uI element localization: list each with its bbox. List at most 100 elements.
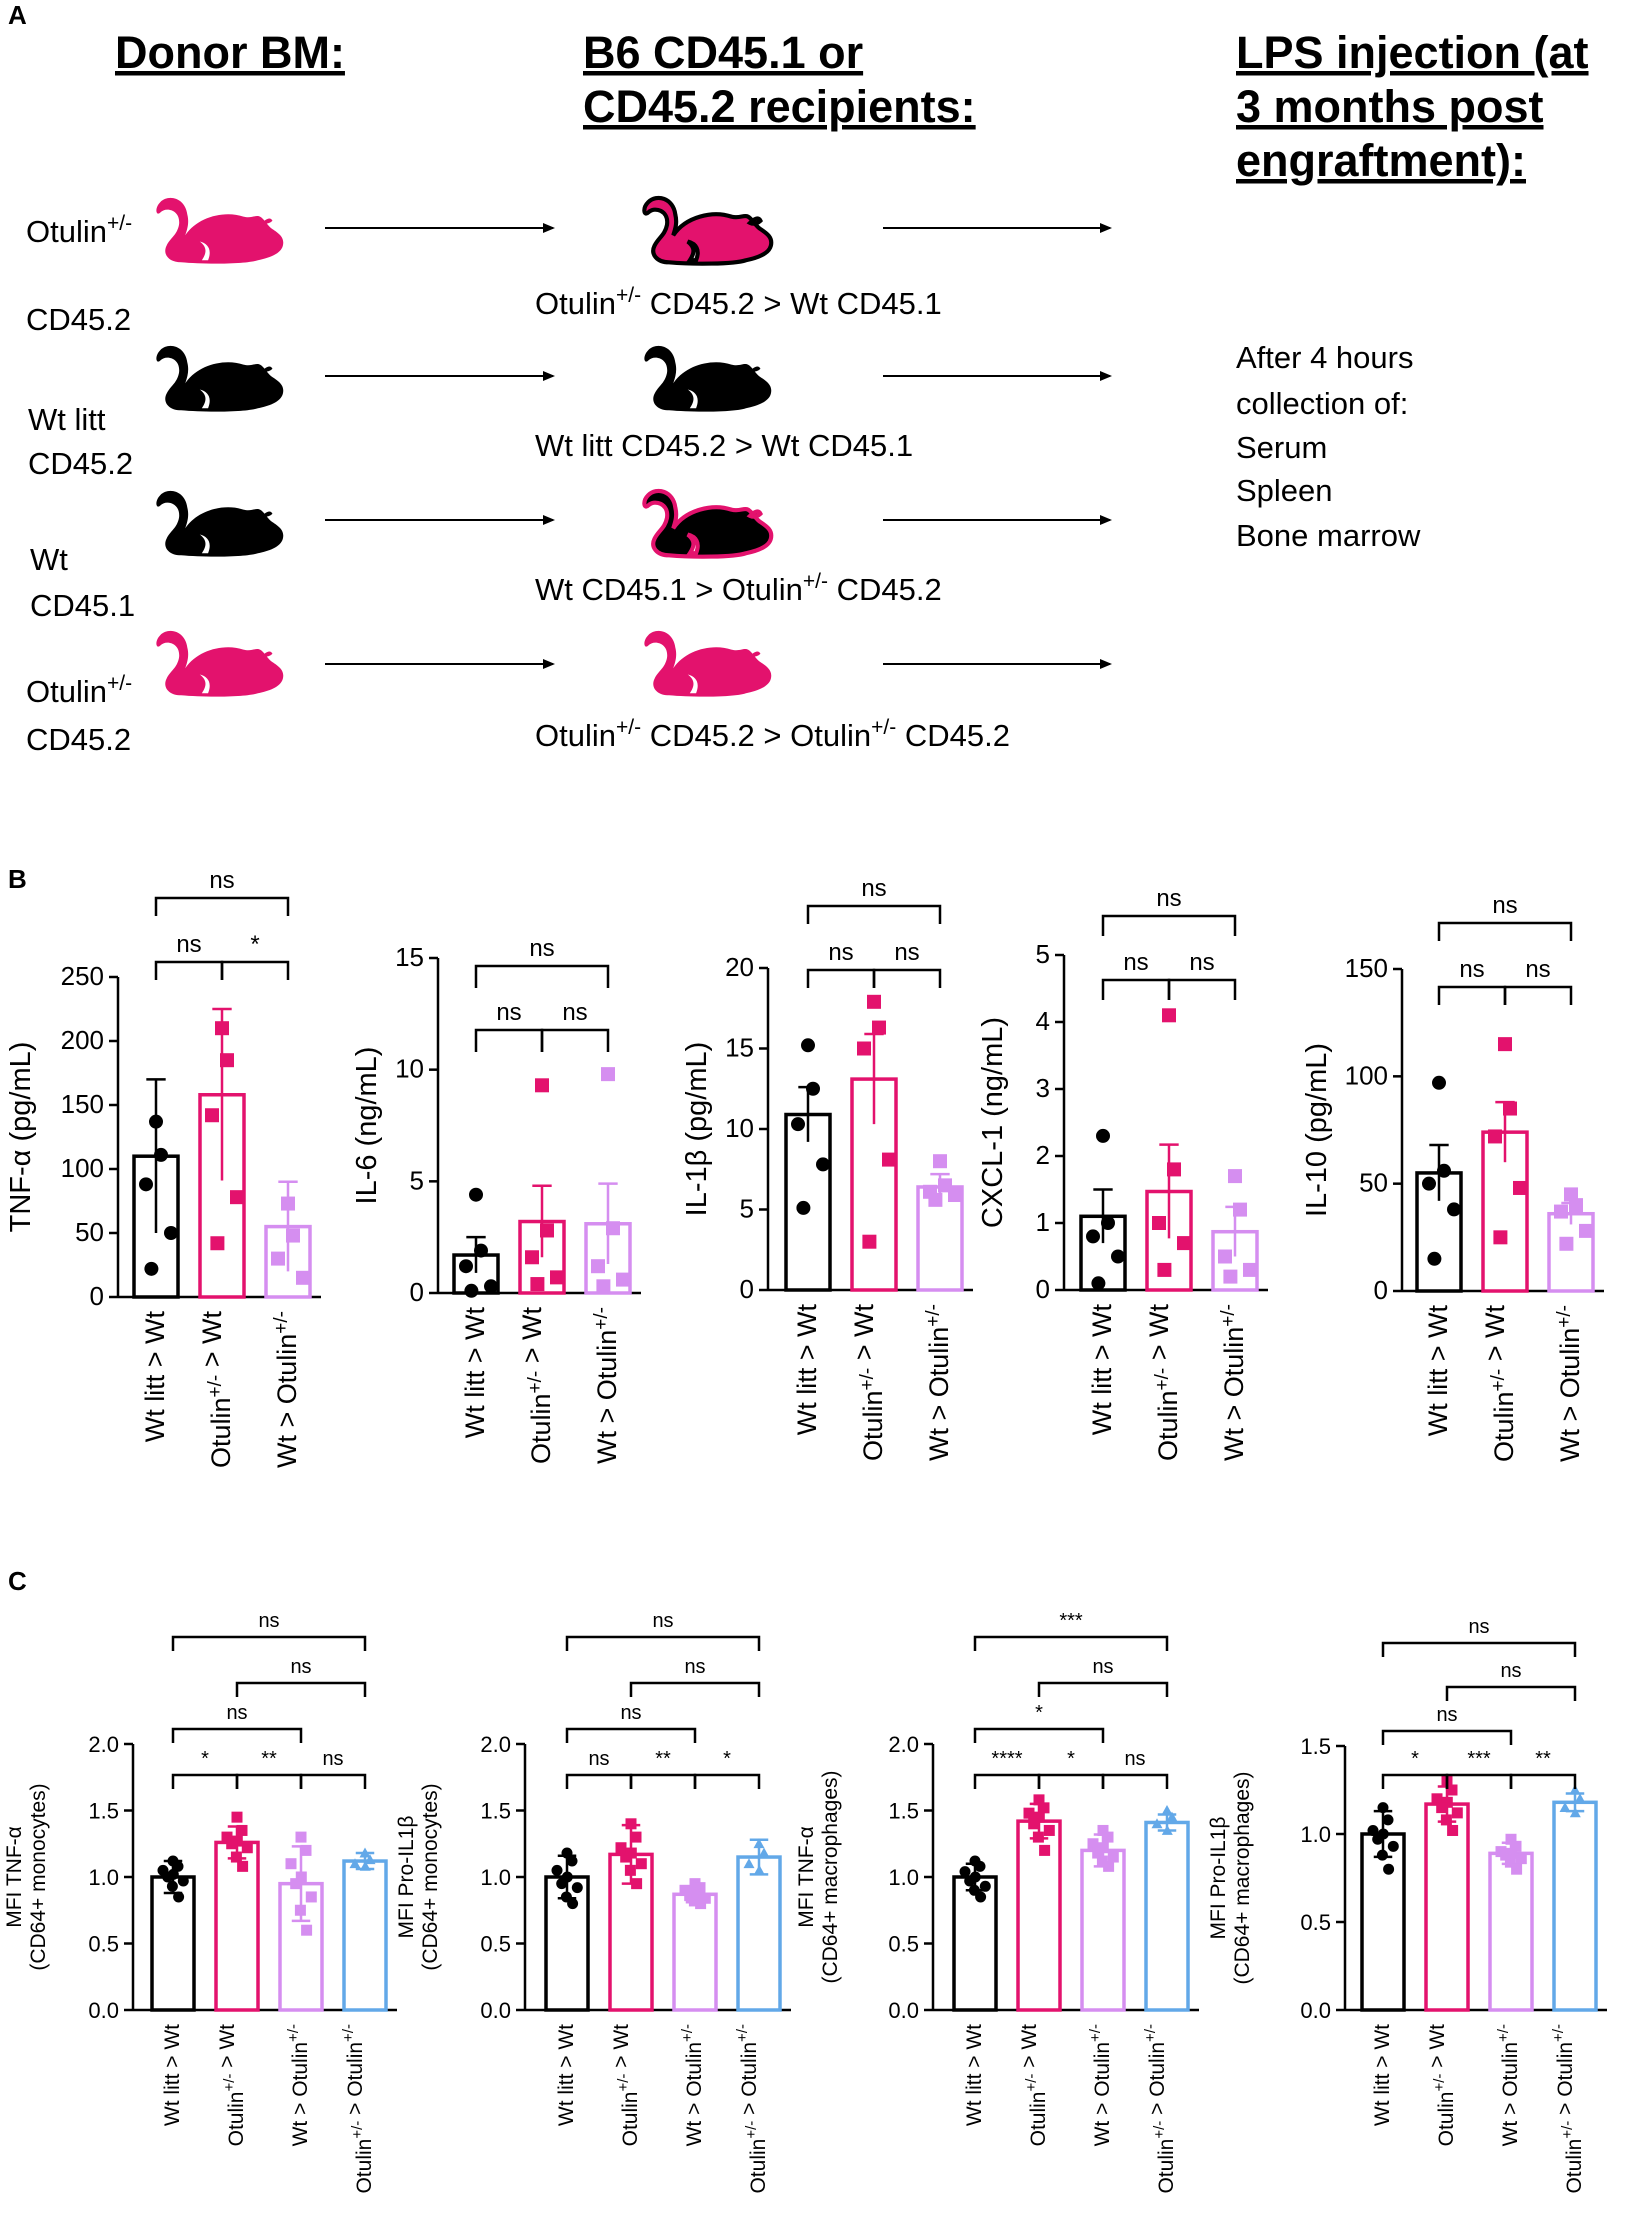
chart-5-sig-label-5: ns xyxy=(258,1610,279,1632)
chart-7-sig-bracket-3 xyxy=(973,1727,1105,1743)
chart-7-ylabel-line2: (CD64+ macrophages) xyxy=(819,1770,842,1983)
chart-2-sig-bracket-0 xyxy=(806,968,876,988)
chart-6-point-0-4 xyxy=(556,1878,568,1890)
chart-1-point-1-3 xyxy=(550,1270,564,1285)
chart-1-point-0-3 xyxy=(484,1279,498,1294)
chart-7-ytick-label: 1.0 xyxy=(888,1865,919,1890)
chart-1-ytick-label: 15 xyxy=(395,942,424,972)
chart-1-category-label-0: Wt litt > Wt xyxy=(460,1307,490,1439)
chart-7-point-1-3 xyxy=(1033,1811,1045,1823)
chart-2-point-2-4 xyxy=(928,1192,943,1207)
chart-5-sig-label-3: ns xyxy=(226,1702,247,1724)
chart-6-category-label-1: Otulin+/- > Wt xyxy=(610,2024,642,2147)
chart-8-sig-label-1: *** xyxy=(1467,1748,1491,1770)
chart-7-ytick-label: 0.5 xyxy=(888,1932,919,1957)
donor-label-3: Wt xyxy=(30,542,68,577)
chart-6-sig-label-2: * xyxy=(723,1748,731,1770)
chart-7-point-2-5 xyxy=(1107,1851,1119,1863)
chart-3-ytick-label: 3 xyxy=(1036,1073,1050,1103)
chart-3-ytick-label: 4 xyxy=(1036,1006,1050,1036)
chart-5-point-3-3 xyxy=(359,1860,371,1871)
chart-6-point-3-2 xyxy=(743,1858,755,1869)
chart-1-sig-bracket-2 xyxy=(474,964,610,988)
chart-3-category-label-2: Wt > Otulin+/- xyxy=(1218,1304,1249,1461)
chart-7-point-2-1 xyxy=(1102,1831,1114,1843)
chart-6-point-3-0 xyxy=(753,1838,765,1849)
chart-6-bar-3 xyxy=(736,1855,782,2012)
chart-6-point-1-7 xyxy=(631,1878,643,1890)
chart-7-bar-1 xyxy=(1016,1819,1062,2012)
chart-6-point-0-0 xyxy=(561,1847,573,1859)
chart-4-point-1-4 xyxy=(1493,1230,1508,1245)
chart-7-sig-bracket-1 xyxy=(1037,1773,1105,1789)
chart-4-sig-bracket-0 xyxy=(1437,985,1507,1005)
chart-3-sig-bracket-1 xyxy=(1167,978,1237,1000)
chart-6-point-0-1 xyxy=(566,1855,578,1867)
chart-7-sig-bracket-5 xyxy=(973,1635,1169,1651)
chart-1-point-2-4 xyxy=(596,1279,611,1294)
chart-8-point-0-5 xyxy=(1387,1840,1399,1852)
chart-7-sig-label-1: * xyxy=(1067,1748,1075,1770)
chart-6-point-0-7 xyxy=(567,1898,579,1910)
chart-0-ytick-label: 100 xyxy=(61,1153,104,1183)
chart-5-sig-label-1: ** xyxy=(261,1748,277,1770)
chart-5-ytick-label: 0.5 xyxy=(88,1932,119,1957)
donor-label-4: Otulin+/- xyxy=(26,672,132,709)
chart-3-sig-bracket-0 xyxy=(1101,978,1171,1000)
chart-7-category-label-2: Wt > Otulin+/- xyxy=(1087,2024,1114,2146)
chart-8-sig-bracket-0 xyxy=(1381,1773,1449,1789)
chart-7-point-2-4 xyxy=(1092,1847,1104,1859)
collection-line-5: Bone marrow xyxy=(1236,518,1421,553)
chart-3-point-1-4 xyxy=(1157,1262,1172,1277)
chart-1-sig-label-1: ns xyxy=(562,999,587,1026)
chart-2-point-2-3 xyxy=(948,1188,962,1203)
chart-6-ytick-label: 0.5 xyxy=(480,1932,511,1957)
chart-3-point-1-2 xyxy=(1152,1216,1166,1230)
chart-7-point-1-1 xyxy=(1038,1802,1050,1814)
chart-2-point-0-2 xyxy=(791,1117,805,1132)
chart-2-sig-bracket-1 xyxy=(872,968,942,988)
chart-2-ylabel: IL-1β (pg/mL) xyxy=(681,1042,713,1217)
chart-7-category-label-3: Otulin+/- > Otulin+/- xyxy=(1142,2024,1178,2194)
chart-5-point-1-2 xyxy=(221,1831,233,1843)
chart-0-point-1-0 xyxy=(215,1021,229,1036)
chart-7-bar-3 xyxy=(1144,1820,1190,2012)
chart-2-sig-bracket-2 xyxy=(806,904,942,924)
chart-4-sig-bracket-2 xyxy=(1437,921,1573,941)
chart-4-ytick-label: 50 xyxy=(1359,1168,1388,1198)
chart-5-ytick-label: 2.0 xyxy=(88,1732,119,1757)
chart-8-point-1-7 xyxy=(1447,1824,1459,1836)
donor-label-1-line2: CD45.2 xyxy=(26,302,131,337)
chart-3-point-0-3 xyxy=(1111,1249,1125,1264)
chart-7-sig-label-3: * xyxy=(1035,1702,1043,1724)
chart-0-point-0-3 xyxy=(164,1226,178,1240)
chart-0-sig-label-1: * xyxy=(250,931,259,958)
chart-6-sig-bracket-4 xyxy=(629,1681,761,1697)
chart-3-ytick-label: 5 xyxy=(1036,939,1050,969)
chart-2-point-1-0 xyxy=(867,994,881,1009)
transplant-label-2: Wt litt CD45.2 > Wt CD45.1 xyxy=(535,428,913,463)
chart-0-sig-bracket-1 xyxy=(220,960,290,980)
chart-7-sig-bracket-0 xyxy=(973,1773,1041,1789)
chart-8-point-1-2 xyxy=(1431,1793,1443,1805)
collection-line-1: After 4 hours xyxy=(1236,340,1413,375)
chart-3-point-0-0 xyxy=(1096,1128,1110,1143)
chart-0-ytick-label: 250 xyxy=(61,961,104,991)
chart-7-point-0-7 xyxy=(975,1891,987,1903)
chart-8-bar-1 xyxy=(1424,1802,1470,2012)
chart-4-category-label-2: Wt > Otulin+/- xyxy=(1554,1305,1585,1462)
chart-7-sig-label-5: *** xyxy=(1059,1610,1083,1632)
chart-0-point-2-3 xyxy=(296,1270,310,1285)
panel-letter-c: C xyxy=(8,1566,27,1596)
chart-8-sig-bracket-4 xyxy=(1445,1685,1577,1701)
chart-3-category-label-1: Otulin+/- > Wt xyxy=(1144,1304,1183,1462)
chart-8-bar-3 xyxy=(1552,1800,1598,2012)
chart-4-sig-label-2: ns xyxy=(1492,892,1517,919)
chart-2-point-0-1 xyxy=(806,1081,820,1096)
chart-2-category-label-0: Wt litt > Wt xyxy=(792,1304,822,1436)
panel-letter-b: B xyxy=(8,864,27,894)
chart-7-point-3-0 xyxy=(1161,1805,1173,1815)
chart-8-point-0-7 xyxy=(1383,1863,1395,1875)
chart-0-ytick-label: 150 xyxy=(61,1089,104,1119)
chart-5-point-3-1 xyxy=(364,1854,376,1865)
